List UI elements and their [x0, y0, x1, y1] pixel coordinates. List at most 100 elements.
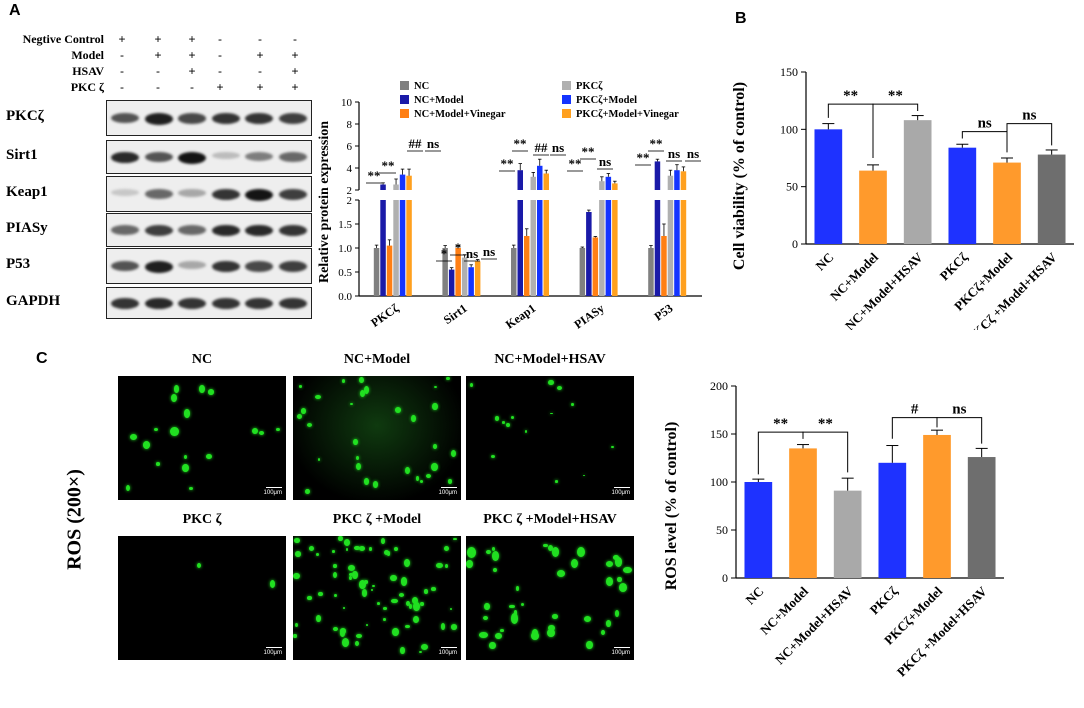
fluorescent-cell — [491, 551, 500, 562]
chart-a-legend-label: NC+Model — [414, 95, 464, 106]
scale-label: 100μm — [438, 490, 457, 496]
micrograph-grid: NC 100μm NC+Model 100μm NC+Model+HSAV 100μm PK… — [118, 352, 638, 662]
treatment-sign: - — [293, 32, 297, 46]
fluorescent-cell — [443, 546, 449, 552]
chart-a-bar — [674, 170, 680, 190]
chart-a-bar — [524, 236, 530, 296]
blot-band — [245, 152, 273, 161]
chart-a-bar — [399, 200, 406, 296]
blot-band — [211, 261, 240, 273]
chart-a-bar — [461, 257, 468, 296]
fluorescent-cell — [359, 376, 365, 384]
chart-a-xtick-label: PKCζ — [368, 300, 402, 329]
fluorescent-cell — [362, 589, 368, 597]
chart-a-bar — [599, 181, 605, 190]
chart-a-bar — [537, 200, 543, 296]
chart-c-bar — [833, 490, 862, 578]
fluorescent-cell — [499, 628, 504, 632]
fluorescent-cell — [611, 445, 615, 449]
chart-a-bar — [680, 171, 687, 190]
fluorescent-cell — [391, 598, 398, 604]
treatment-sign: - — [120, 48, 124, 62]
blot-band — [178, 225, 206, 235]
chart-a-sig-mark: ns — [668, 146, 680, 161]
blot-band — [245, 189, 273, 201]
chart-b-xtick-label: PKCζ — [937, 249, 971, 283]
fluorescent-cell — [550, 412, 553, 415]
blot-strip — [106, 100, 312, 136]
fluorescent-cell — [492, 567, 497, 573]
chart-b-bar — [859, 170, 887, 244]
fluorescent-cell — [547, 545, 553, 551]
fluorescent-cell — [400, 577, 408, 587]
ros-micrograph: 100μm — [466, 376, 634, 500]
chart-c-xtick-label: PKCζ +Model+HSAV — [894, 583, 990, 679]
fluorescent-cell — [355, 463, 362, 471]
fluorescent-cell — [466, 559, 474, 569]
chart-a-bar — [511, 248, 517, 296]
scale-label: 100μm — [611, 490, 630, 496]
chart-a-xtick-label: Sirt1 — [441, 301, 470, 327]
fluorescent-cell — [189, 486, 193, 491]
scale-label: 100μm — [263, 650, 282, 656]
chart-a-ytick-label: 1.5 — [338, 219, 352, 231]
chart-a-bar — [612, 183, 618, 190]
chart-a-bar — [517, 200, 523, 296]
fluorescent-cell — [143, 441, 151, 449]
blot-band — [278, 225, 307, 237]
chart-a-bar — [393, 184, 399, 190]
chart-a-bar — [442, 248, 448, 296]
fluorescent-cell — [295, 622, 299, 627]
fluorescent-cell — [466, 547, 476, 558]
fluorescent-cell — [490, 454, 495, 458]
fluorescent-cell — [342, 607, 346, 610]
fluorescent-cell — [605, 620, 612, 627]
chart-c-ytick-label: 50 — [716, 523, 728, 537]
fluorescent-cell — [182, 464, 189, 473]
chart-a-bar — [406, 200, 412, 296]
micrograph-title: NC+Model+HSAV — [494, 352, 606, 367]
micrograph-ylabel: ROS (200×) — [63, 469, 86, 570]
blot-band — [245, 261, 273, 272]
chart-a-bar — [530, 176, 536, 190]
fluorescent-cell — [358, 545, 366, 552]
fluorescent-cell — [614, 557, 622, 567]
fluorescent-cell — [153, 428, 158, 432]
blot-label: PIASy — [6, 220, 48, 236]
chart-b-ytick-label: 150 — [780, 65, 798, 79]
chart-b-sig-mark: ns — [978, 116, 992, 132]
fluorescent-cell — [430, 462, 438, 471]
fluorescent-cell — [411, 597, 419, 605]
chart-b-xtick-label: NC+Model+HSAV — [842, 249, 926, 330]
micrograph-title: NC+Model — [343, 352, 411, 367]
chart-c-sig-mark: ** — [818, 416, 833, 432]
fluorescent-cell — [294, 538, 300, 543]
fluorescent-cell — [370, 589, 374, 591]
protein-expression-chart: 2 4 6 8 10 0.0 0.5 1.0 1.5 2 PKCζ Sirt1 Keap1 PIASy P5… — [317, 81, 702, 332]
blot-label: P53 — [6, 256, 31, 272]
fluorescent-cell — [432, 444, 438, 450]
panel-label-c: C — [36, 350, 48, 367]
chart-a-xtick-label: Keap1 — [503, 301, 538, 332]
scale-bar — [266, 487, 282, 488]
scale-label: 100μm — [438, 650, 457, 656]
chart-a-legend-label: PKCζ+Model — [576, 95, 637, 106]
chart-b-bar — [948, 147, 977, 244]
blot-strip — [106, 176, 312, 212]
chart-a-sig-mark: ** — [569, 156, 582, 171]
scale-label: 100μm — [611, 650, 630, 656]
chart-a-ylabel: Relative protein expression — [317, 121, 332, 283]
fluorescent-cell — [551, 547, 559, 558]
fluorescent-cell — [130, 433, 138, 440]
blot-label: Sirt1 — [6, 147, 38, 163]
fluorescent-cell — [383, 550, 389, 556]
treatment-table: Negtive Control Model HSAV PKC ζ + + + - - - -… — [0, 32, 310, 98]
chart-a-ytick-label: 0.5 — [338, 267, 352, 279]
chart-a-sig-mark: ns — [466, 246, 478, 261]
chart-b-sig-mark: ** — [843, 88, 858, 104]
chart-a-ytick-label: 6 — [347, 141, 353, 153]
chart-c-bar — [878, 462, 907, 578]
fluorescent-cell — [207, 389, 214, 395]
chart-b-ytick-label: 100 — [780, 122, 798, 136]
fluorescent-cell — [509, 604, 515, 609]
